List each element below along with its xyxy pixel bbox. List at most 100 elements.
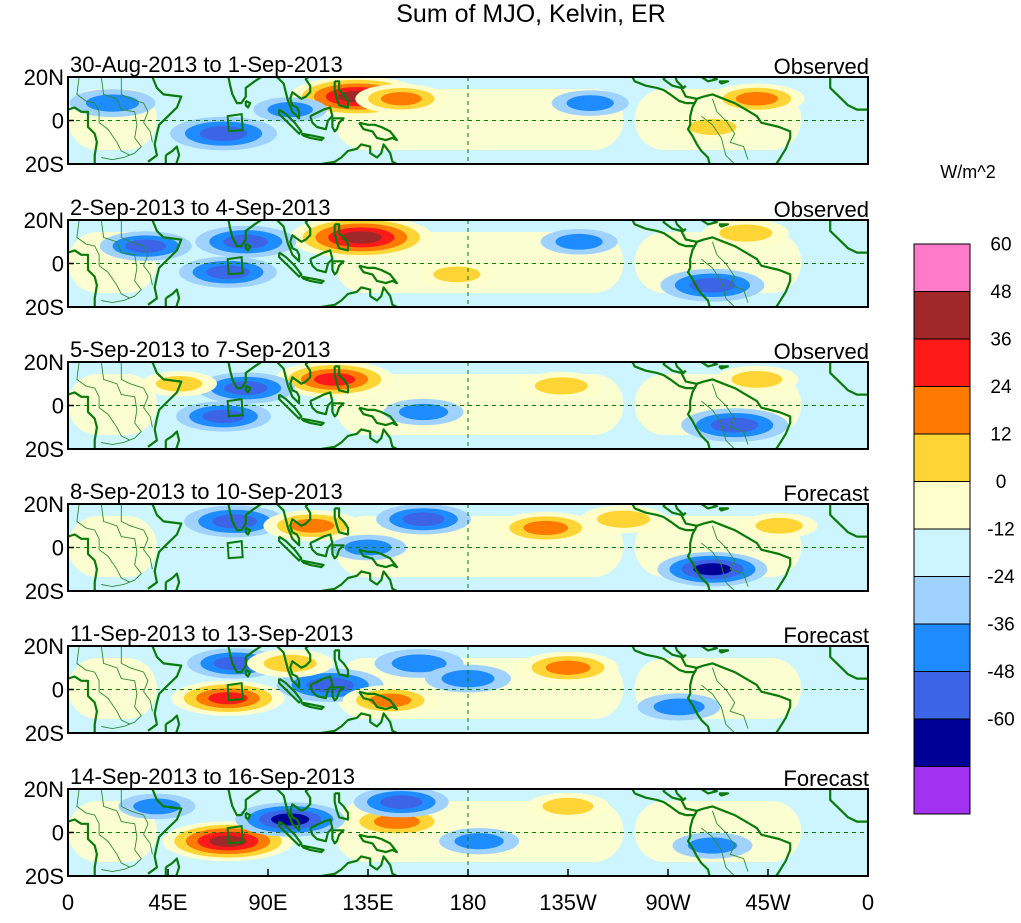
coastline	[309, 818, 334, 843]
coastline	[358, 690, 398, 711]
negative-anomaly	[540, 228, 618, 255]
contour-band	[202, 409, 245, 424]
x-axis: 0 45E 90E 135E 180 135W 90W 45W 0	[62, 869, 874, 915]
contour-band	[688, 119, 737, 136]
panel-period: 5-Sep-2013 to 7-Sep-2013	[70, 337, 331, 362]
coastline	[164, 857, 181, 876]
region-box	[226, 256, 244, 276]
positive-anomaly	[673, 114, 752, 141]
panel-4: 20N 0 20S 8-Sep-2013 to 10-Sep-2013 Forecast	[24, 479, 869, 604]
colorbar-level-label: -48	[987, 662, 1014, 683]
positive-anomaly	[418, 261, 496, 288]
country-border	[120, 504, 153, 570]
colorbar-swatch	[913, 386, 971, 435]
coastline	[216, 646, 262, 674]
contour-band	[340, 231, 382, 244]
positive-anomaly	[355, 83, 448, 114]
country-border	[76, 646, 131, 725]
coastline	[829, 220, 868, 254]
y-tick-label: 20N	[24, 350, 64, 375]
coastline	[216, 504, 262, 532]
country-border	[100, 646, 142, 730]
coastline	[244, 668, 252, 678]
x-tick-label: 0	[862, 890, 874, 915]
contour-band	[454, 833, 504, 850]
anomaly-field	[68, 504, 818, 587]
coastline	[244, 99, 252, 109]
colorbar-level-label: 36	[990, 330, 1011, 351]
country-border	[76, 220, 131, 299]
coastline	[216, 362, 262, 390]
coastline	[358, 406, 398, 427]
coastline	[333, 792, 350, 821]
country-border	[100, 77, 142, 161]
region-box	[226, 113, 244, 133]
coastline	[164, 288, 181, 307]
coastline	[696, 378, 792, 449]
coastlines	[68, 209, 868, 307]
coastline	[278, 677, 303, 704]
coastline	[68, 675, 98, 733]
positive-anomaly	[517, 651, 619, 684]
country-border	[120, 646, 153, 712]
coastline	[147, 362, 183, 448]
coastlines	[68, 789, 868, 876]
coastline	[68, 818, 98, 876]
positive-anomaly	[526, 792, 610, 821]
y-tick-label: 20S	[25, 295, 64, 320]
negative-anomaly	[69, 89, 156, 118]
coastline	[164, 430, 181, 449]
positive-anomaly	[263, 510, 362, 542]
contour-band	[199, 126, 248, 142]
y-tick-label: 20S	[25, 721, 64, 746]
coastline	[321, 570, 398, 591]
coastline	[309, 533, 334, 558]
coastline	[300, 132, 325, 142]
panel-period: 30-Aug-2013 to 1-Sep-2013	[70, 52, 343, 77]
country-border	[100, 362, 142, 446]
colorbar-level-label: 60	[990, 235, 1011, 256]
coastline	[321, 712, 398, 733]
y-tick-label: 20N	[24, 65, 64, 90]
coastline	[147, 504, 183, 590]
y-tick-label: 0	[52, 252, 64, 277]
coastline	[147, 77, 183, 163]
coastline	[164, 145, 181, 164]
panel-kind: Forecast	[783, 766, 869, 791]
coastline	[718, 507, 730, 512]
coastline	[700, 646, 718, 652]
y-tick-label: 20S	[25, 579, 64, 604]
x-tick-label: 135W	[539, 890, 597, 915]
colorbar-swatch	[913, 766, 971, 815]
negative-anomaly	[439, 828, 520, 855]
negative-anomaly	[637, 693, 721, 721]
negative-anomaly	[170, 116, 278, 151]
country-border	[711, 241, 749, 303]
panel-6: 20N 0 20S 14-Sep-2013 to 16-Sep-2013 Forecas…	[24, 764, 869, 889]
contour-band	[402, 512, 445, 527]
coastline	[276, 504, 312, 547]
contour-band	[373, 814, 420, 829]
contour-band	[380, 795, 423, 809]
coastline	[718, 365, 730, 370]
country-border	[100, 220, 142, 304]
coastline	[696, 662, 792, 733]
coastline	[321, 855, 398, 876]
panels: 20N 0 20S 30-Aug-2013 to 1-Sep-2013 Observed…	[24, 52, 869, 889]
panel-3: 20N 0 20S 5-Sep-2013 to 7-Sep-2013 Observed	[24, 337, 869, 462]
coastline	[696, 93, 792, 164]
coastline	[276, 646, 312, 689]
y-tick-label: 0	[52, 536, 64, 561]
x-tick-label: 180	[450, 890, 487, 915]
colorbar-level-label: 12	[990, 425, 1011, 446]
coastline	[829, 362, 868, 396]
coastline	[309, 675, 334, 700]
country-border	[701, 400, 736, 449]
y-tick-label: 0	[52, 821, 64, 846]
negative-anomaly	[383, 398, 464, 426]
colorbar-swatch	[913, 243, 971, 292]
country-border	[701, 115, 736, 164]
coastline	[335, 209, 339, 216]
contour-band	[710, 417, 759, 433]
contour-band	[719, 224, 773, 242]
